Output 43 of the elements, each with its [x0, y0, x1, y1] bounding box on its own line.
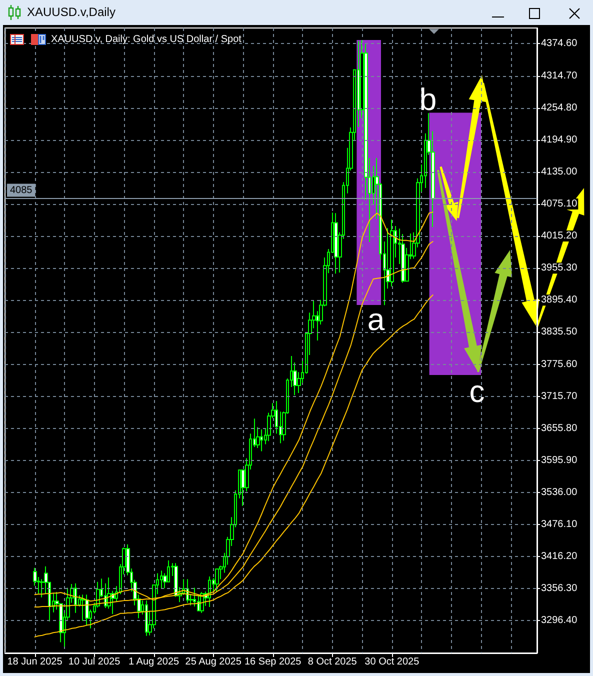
- y-tick-label: 3416.20: [541, 551, 578, 562]
- y-tick-label: 4374.60: [541, 38, 578, 50]
- y-tick-label: 3775.60: [541, 358, 578, 370]
- x-tick-label: 25 Aug 2025: [185, 656, 242, 668]
- ref-line-label: 4085: [10, 185, 33, 196]
- y-tick-label: 3536.00: [541, 486, 578, 498]
- chart-title: XAUUSD.v,Daily: [27, 4, 116, 20]
- y-tick-label: 3655.80: [541, 422, 578, 434]
- x-tick-label: 8 Oct 2025: [308, 656, 358, 668]
- annotation: b: [419, 82, 437, 117]
- y-tick-label: 3955.30: [541, 262, 578, 274]
- y-tick-label: 4015.20: [541, 230, 578, 242]
- y-tick-label: 3715.70: [541, 390, 578, 402]
- y-tick-label: 4194.90: [541, 134, 578, 146]
- y-tick-label: 3895.40: [541, 294, 578, 306]
- candlestick: [215, 568, 219, 592]
- y-tick-label: 4254.80: [541, 102, 578, 114]
- candlestick: [208, 576, 211, 608]
- line-series: [34, 294, 434, 638]
- text: XAUUSD.v, Daily: Gold vs US Dollar / Spot: [51, 34, 242, 46]
- text: c: [469, 374, 485, 409]
- x-tick-label: 18 Jun 2025: [7, 656, 63, 668]
- candlestick: [145, 600, 148, 636]
- candlestick: [85, 594, 89, 626]
- candlestick: [334, 212, 338, 274]
- y-tick-label: 4314.70: [541, 70, 578, 82]
- y-tick-label: 4135.00: [541, 166, 578, 178]
- y-tick-label: 3595.90: [541, 454, 578, 466]
- x-tick-label: 1 Aug 2025: [128, 656, 180, 668]
- candlestick: [260, 428, 263, 452]
- y-tick-label: 3476.10: [541, 519, 578, 530]
- y-tick-label: 3835.50: [541, 326, 578, 338]
- candlestick: [193, 587, 196, 607]
- x-tick-label: 16 Sep 2025: [244, 656, 302, 668]
- candlestick: [74, 582, 77, 614]
- candlestick: [390, 219, 394, 287]
- x-tick-label: 30 Oct 2025: [364, 656, 420, 668]
- candlestick: [81, 594, 85, 622]
- y-tick-label: 3356.30: [541, 583, 578, 594]
- x-tick-label: 10 Jul 2025: [68, 656, 121, 668]
- annotation: a: [367, 302, 386, 337]
- y-tick-label: 3296.40: [541, 615, 578, 626]
- y-tick-label: 4075.10: [541, 198, 578, 210]
